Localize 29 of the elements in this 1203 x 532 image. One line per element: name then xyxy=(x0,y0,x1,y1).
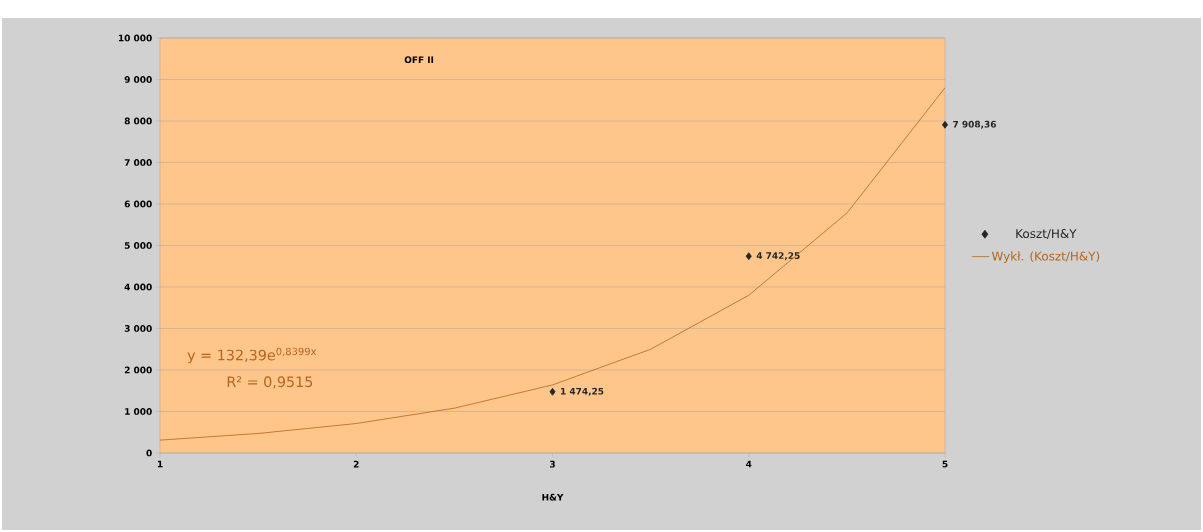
line-series xyxy=(159,87,946,441)
annotation: y = 132,39e$^{0,8399x}$ xyxy=(187,347,317,364)
point xyxy=(745,252,752,261)
x-tick-label: 3 xyxy=(549,460,555,468)
y-tick-label: 2 000 xyxy=(124,366,152,374)
x-tick-label: 1 xyxy=(157,460,163,468)
text: OFF II xyxy=(404,56,434,64)
x-tick-label: 5 xyxy=(942,460,948,468)
y-tick-label: 4 000 xyxy=(124,283,152,291)
data-label: 1 474,25 xyxy=(561,387,604,396)
y-tick-label: 9 000 xyxy=(124,76,152,83)
y-tick-label: 8 000 xyxy=(124,117,152,125)
x-tick-label: 4 xyxy=(746,460,752,468)
y-tick-label: 5 000 xyxy=(124,242,152,249)
data-label: 7 908,36 xyxy=(953,120,997,129)
y-tick-label: 6 000 xyxy=(124,200,152,208)
y-tick-label: 0 xyxy=(146,449,152,457)
x-tick-label: 2 xyxy=(353,460,359,468)
legend-label: Koszt/H&Y xyxy=(1016,229,1077,240)
legend-label: Wykł. (Koszt/H&Y) xyxy=(991,251,1100,263)
point xyxy=(549,387,556,396)
data-label: 4 742,25 xyxy=(756,252,800,261)
annotation: R² = 0,9515 xyxy=(227,376,313,389)
y-tick-label: 10 000 xyxy=(118,34,152,42)
y-tick-label: 1 000 xyxy=(125,408,152,415)
y-tick-label: 7 000 xyxy=(124,159,152,166)
y-tick-label: 3 000 xyxy=(124,325,152,332)
point xyxy=(941,120,949,129)
x-axis-title: H&Y xyxy=(542,493,564,501)
